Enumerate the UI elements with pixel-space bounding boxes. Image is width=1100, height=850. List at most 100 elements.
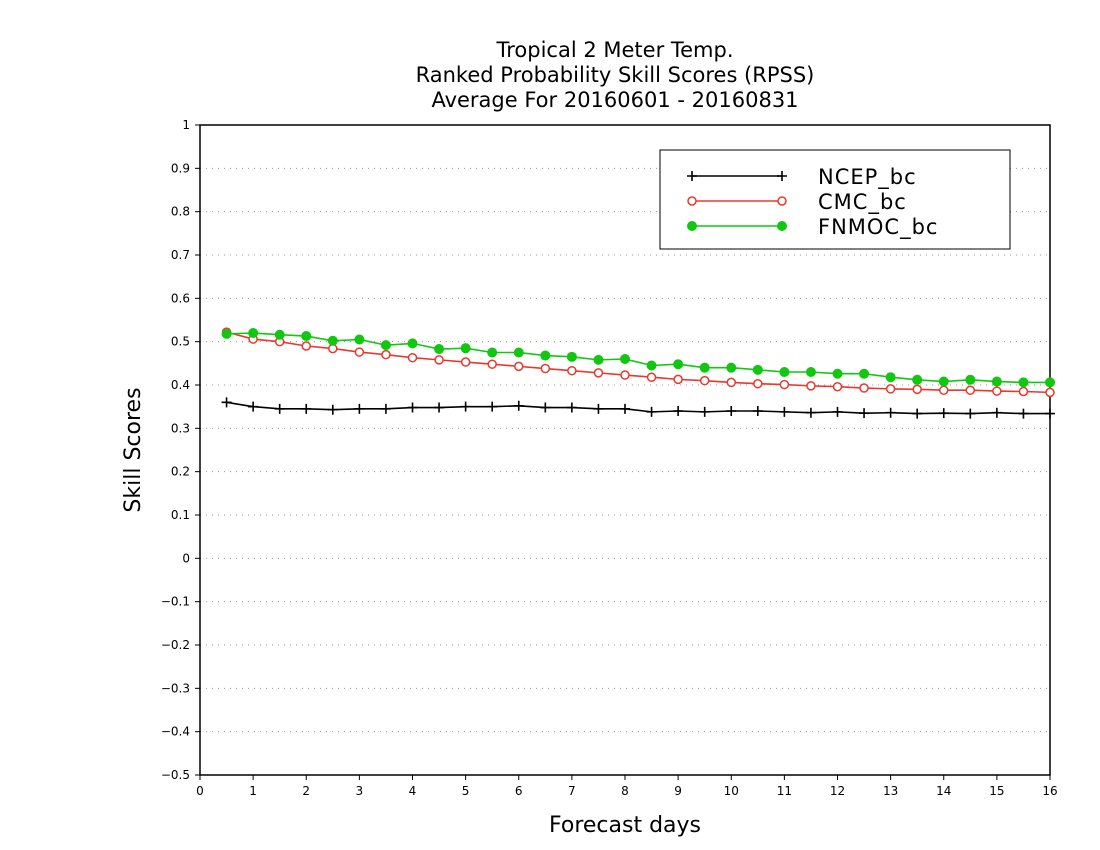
chart-title: Tropical 2 Meter Temp.Ranked Probability… <box>416 38 815 112</box>
legend-label: NCEP_bc <box>818 165 917 190</box>
x-tick-label: 7 <box>568 784 576 798</box>
y-tick-label: 1 <box>182 118 190 132</box>
y-tick-label: 0.9 <box>171 161 190 175</box>
x-tick-label: 4 <box>409 784 417 798</box>
x-tick-label: 13 <box>883 784 898 798</box>
data-point <box>274 403 285 414</box>
data-point <box>407 402 418 413</box>
data-point <box>566 402 577 413</box>
data-point <box>912 384 922 395</box>
data-point <box>699 362 710 373</box>
data-point <box>301 403 312 414</box>
data-point <box>274 329 285 340</box>
data-point <box>301 331 312 342</box>
x-tick-label: 14 <box>936 784 951 798</box>
data-point <box>620 354 630 364</box>
data-point <box>912 408 923 419</box>
data-point <box>779 367 790 377</box>
data-point <box>380 403 391 414</box>
legend-marker <box>687 221 697 231</box>
data-point <box>513 347 524 358</box>
data-point <box>752 364 763 375</box>
data-point <box>407 338 418 349</box>
data-point <box>779 379 790 390</box>
y-tick-label: 0.4 <box>171 378 190 392</box>
x-tick-label: 16 <box>1042 784 1057 798</box>
data-point <box>593 403 604 414</box>
data-point <box>1018 408 1029 419</box>
x-tick-label: 2 <box>302 784 310 798</box>
data-point <box>938 408 949 419</box>
y-tick-label: −0.1 <box>161 595 190 609</box>
data-point <box>753 378 763 389</box>
x-tick-label: 12 <box>830 784 845 798</box>
data-point <box>354 403 365 414</box>
data-point <box>460 343 471 354</box>
data-point <box>327 335 338 346</box>
data-point <box>1045 377 1055 388</box>
data-point <box>381 349 391 360</box>
data-point <box>991 407 1002 418</box>
x-axis-ticks: 0 1 2 3 4 5 6 7 8 9 10 11 12 13 14 15 16 <box>196 775 1058 798</box>
x-tick-label: 9 <box>674 784 682 798</box>
x-tick-label: 0 <box>196 784 204 798</box>
x-tick-label: 1 <box>249 784 257 798</box>
x-tick-label: 15 <box>989 784 1004 798</box>
y-axis-ticks: 1 0.9 0.8 0.7 0.6 0.5 0.4 0.3 0.2 0.1 0 −0.1 −0.2 −0.… <box>161 118 200 782</box>
y-tick-label: 0.8 <box>171 205 190 219</box>
legend-marker <box>687 196 697 206</box>
series-line <box>226 401 1050 415</box>
data-point <box>1045 387 1055 398</box>
data-point <box>567 365 577 376</box>
series-ncep-bc <box>221 397 1055 419</box>
data-point <box>593 354 604 365</box>
data-point <box>965 374 976 385</box>
data-point <box>673 374 683 385</box>
data-point <box>699 406 710 417</box>
data-point <box>832 368 843 379</box>
x-tick-label: 6 <box>515 784 523 798</box>
data-point <box>965 408 976 419</box>
data-point <box>354 347 365 357</box>
y-tick-label: −0.4 <box>161 725 190 739</box>
legend-marker <box>777 221 787 231</box>
data-point <box>859 368 870 379</box>
legend-marker <box>777 196 787 206</box>
data-point <box>248 328 259 338</box>
data-point <box>221 397 232 408</box>
legend-item: FNMOC_bc <box>687 215 937 240</box>
data-point <box>938 376 949 387</box>
series-fnmoc-bc <box>221 328 1055 388</box>
x-tick-label: 11 <box>777 784 792 798</box>
data-point <box>434 344 445 355</box>
data-point <box>885 384 896 394</box>
legend-marker <box>777 171 787 181</box>
gridlines <box>200 167 1050 733</box>
legend-label: CMC_bc <box>818 190 907 215</box>
data-point <box>380 340 391 351</box>
y-tick-label: 0.1 <box>171 508 190 522</box>
data-point <box>620 403 630 414</box>
data-point <box>991 376 1002 387</box>
data-point <box>726 406 737 416</box>
data-point <box>673 359 684 370</box>
y-tick-label: 0.2 <box>171 465 190 479</box>
data-point <box>460 401 471 412</box>
data-point <box>646 360 657 371</box>
data-point <box>327 404 338 415</box>
data-point <box>726 362 737 373</box>
data-point <box>620 370 630 380</box>
legend-box <box>659 149 1011 250</box>
data-point <box>301 341 311 351</box>
y-tick-label: −0.5 <box>161 768 190 782</box>
y-axis-label: Skill Scores <box>121 387 146 512</box>
data-point <box>699 375 710 386</box>
y-tick-label: 0 <box>182 551 190 565</box>
data-point <box>434 402 445 413</box>
data-point <box>566 351 577 362</box>
data-point <box>912 374 923 385</box>
data-point <box>513 400 524 411</box>
data-point <box>885 372 896 383</box>
